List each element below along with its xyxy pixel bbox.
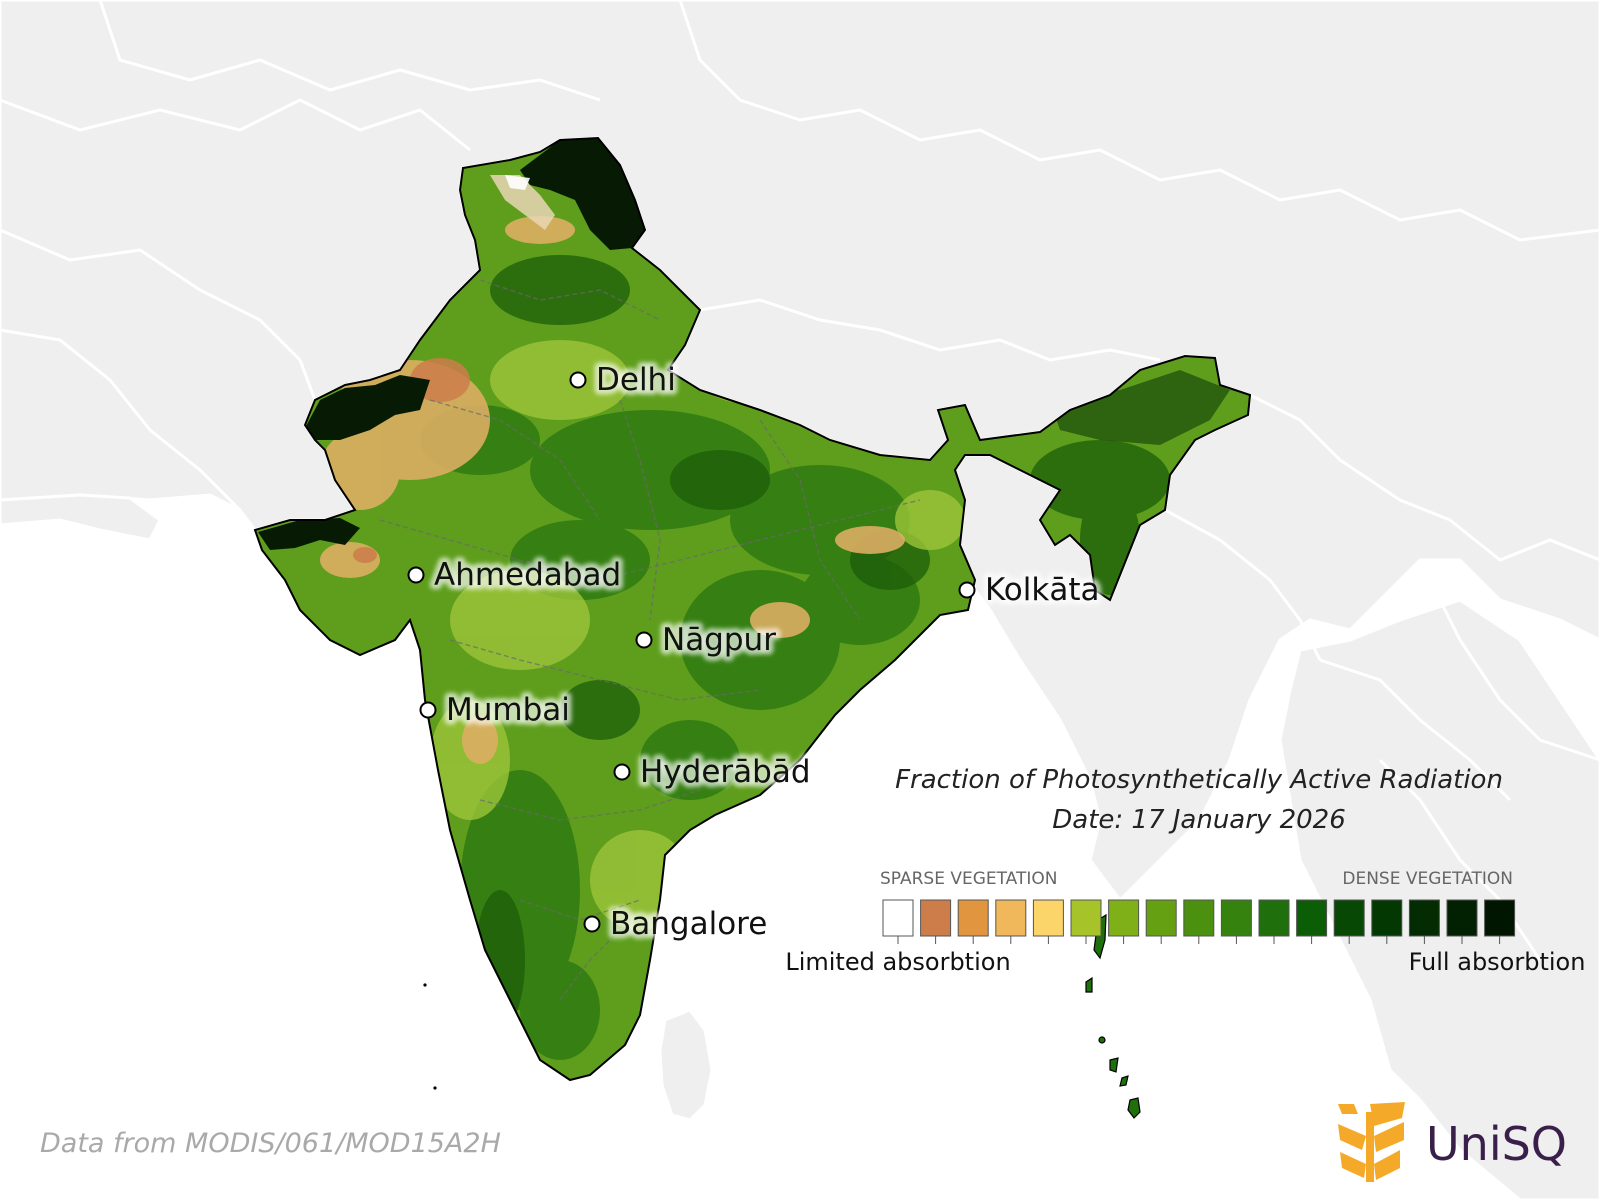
city-marker <box>419 701 437 719</box>
legend-swatch <box>1220 899 1252 937</box>
land-sri-lanka <box>658 1008 714 1122</box>
city-marker <box>958 581 976 599</box>
legend-swatch <box>882 899 914 937</box>
city-marker <box>583 915 601 933</box>
legend-swatch <box>1258 899 1290 937</box>
legend-swatch <box>1408 899 1440 937</box>
legend-limited-label: Limited absorbtion <box>785 948 1010 976</box>
legend-swatch <box>995 899 1027 937</box>
legend-swatch <box>1032 899 1064 937</box>
legend-full-label: Full absorbtion <box>1409 948 1586 976</box>
unisq-wordmark: UniSQ <box>1426 1117 1567 1171</box>
legend-swatches <box>882 899 1516 944</box>
city-marker <box>635 631 653 649</box>
city-label: Hyderābād <box>640 754 811 790</box>
city-label: Ahmedabad <box>434 557 621 593</box>
legend-swatch <box>1371 899 1403 937</box>
city-label-halo: Ahmedabad <box>434 557 621 593</box>
city-marker <box>569 371 587 389</box>
source-credit: Data from MODIS/061/MOD15A2H <box>40 1128 501 1159</box>
city-label-halo: Hyderābād <box>640 754 811 790</box>
legend-swatch <box>1183 899 1215 937</box>
legend-swatch <box>1108 899 1140 937</box>
legend-dense-label: DENSE VEGETATION <box>1342 869 1513 889</box>
land-arabia-fragment <box>0 493 162 542</box>
legend-swatch <box>1333 899 1365 937</box>
city-label: Bangalore <box>610 906 767 942</box>
city-label: Mumbai <box>446 692 570 728</box>
legend-swatch <box>1484 899 1516 937</box>
land-southeast-asia <box>1278 598 1600 1200</box>
legend-swatch <box>1446 899 1478 937</box>
city-marker <box>407 566 425 584</box>
legend: SPARSE VEGETATION DENSE VEGETATION Limit… <box>785 869 1585 976</box>
city-label-halo: Delhi <box>596 362 676 398</box>
legend-swatch <box>1070 899 1102 937</box>
map-title: Fraction of Photosynthetically Active Ra… <box>895 765 1503 795</box>
legend-swatch <box>920 899 952 937</box>
city-label: Delhi <box>596 362 676 398</box>
city-label: Nāgpur <box>662 622 776 658</box>
country-borders <box>0 0 1600 960</box>
map-date: Date: 17 January 2026 <box>1052 805 1346 835</box>
city-label: Kolkāta <box>985 572 1099 608</box>
city-label-halo: Mumbai <box>446 692 570 728</box>
lakshadweep-islands <box>423 983 437 1090</box>
legend-swatch <box>1296 899 1328 937</box>
city-label-halo: Kolkāta <box>985 572 1099 608</box>
legend-swatch <box>1145 899 1177 937</box>
city-label-halo: Nāgpur <box>662 622 776 658</box>
city-marker <box>613 763 631 781</box>
city-label-halo: Bangalore <box>610 906 767 942</box>
unisq-emblem <box>1338 1102 1405 1182</box>
legend-swatch <box>957 899 989 937</box>
legend-sparse-label: SPARSE VEGETATION <box>880 869 1058 889</box>
unisq-logo: UniSQ <box>1338 1102 1567 1182</box>
